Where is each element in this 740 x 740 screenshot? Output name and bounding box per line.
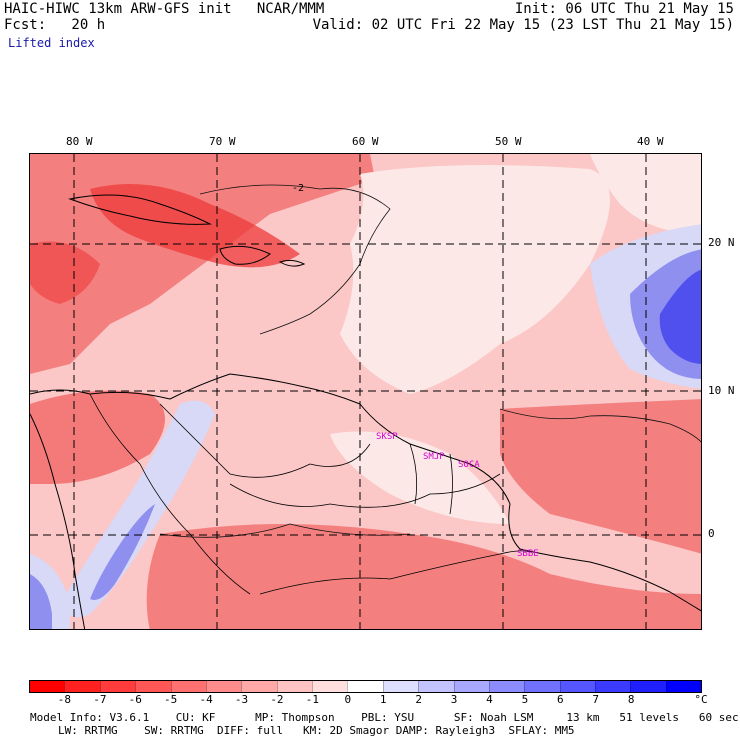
colorbar-tick-label: 2 bbox=[415, 693, 422, 706]
colorbar-cell bbox=[347, 681, 383, 692]
colorbar-cell bbox=[665, 681, 702, 692]
coastline-pacific bbox=[30, 413, 86, 629]
colorbar-cell bbox=[595, 681, 631, 692]
colorbar-cell bbox=[30, 681, 65, 692]
field-weak-pos-amazon bbox=[330, 431, 510, 524]
colorbar-cell bbox=[99, 681, 136, 692]
model-title: HAIC-HIWC 13km ARW-GFS init NCAR/MMM bbox=[4, 1, 325, 17]
colorbar-tick-label: -3 bbox=[234, 693, 249, 706]
colorbar-unit: °C bbox=[694, 693, 708, 706]
lon-label-60w: 60 W bbox=[352, 135, 379, 148]
lat-label-0: 0 bbox=[708, 527, 715, 540]
colorbar-cell bbox=[135, 681, 171, 692]
colorbar-tick-label: 0 bbox=[344, 693, 352, 706]
river-amazon bbox=[259, 550, 531, 595]
colorbar-tick-label: -6 bbox=[128, 693, 142, 706]
field-neg-atlantic-tropics bbox=[500, 399, 701, 554]
station-label-sksp: SKSP bbox=[376, 432, 398, 442]
colorbar-cell bbox=[524, 681, 560, 692]
forecast-hour: Fcst: 20 h bbox=[4, 17, 106, 33]
colorbar-cell bbox=[276, 681, 312, 692]
coastline bbox=[30, 373, 701, 612]
contour-minus2-north bbox=[199, 184, 391, 335]
colorbar-tick-label: 4 bbox=[486, 693, 493, 706]
station-label-sbbe: SBBE bbox=[517, 549, 539, 559]
colorbar-cell bbox=[630, 681, 666, 692]
border-brazil bbox=[229, 473, 501, 508]
field-strong-pos-east bbox=[659, 269, 701, 364]
colorbar bbox=[29, 680, 702, 693]
init-time: Init: 06 UTC Thu 21 May 15 bbox=[514, 1, 734, 17]
island-hispaniola bbox=[219, 245, 271, 265]
border-guianas bbox=[409, 443, 453, 515]
lon-label-70w: 70 W bbox=[209, 135, 236, 148]
contour-label-minus2: -2 bbox=[292, 183, 304, 194]
model-info-line2: LW: RRTMG SW: RRTMG DIFF: full KM: 2D Sm… bbox=[58, 724, 575, 737]
colorbar-cell bbox=[205, 681, 242, 692]
colorbar-tick-label: -8 bbox=[57, 693, 72, 706]
map-panel: -2 SKSP SMJP SOCA SBBE bbox=[29, 153, 702, 630]
field-neg-south-america bbox=[146, 524, 701, 629]
colorbar-tick-label: 1 bbox=[379, 693, 387, 706]
lon-label-80w: 80 W bbox=[66, 135, 93, 148]
valid-time: Valid: 02 UTC Fri 22 May 15 (23 LST Thu … bbox=[312, 17, 734, 33]
field-weak-pos-andes bbox=[60, 400, 215, 618]
colorbar-cell bbox=[64, 681, 100, 692]
colorbar-cell bbox=[559, 681, 595, 692]
lon-label-40w: 40 W bbox=[637, 135, 664, 148]
colorbar-cell bbox=[488, 681, 525, 692]
lifted-index-map: -2 bbox=[30, 154, 701, 629]
model-info-line1: Model Info: V3.6.1 CU: KF MP: Thompson P… bbox=[30, 711, 739, 724]
colorbar-tick-label: 8 bbox=[627, 693, 635, 706]
lon-label-50w: 50 W bbox=[495, 135, 522, 148]
colorbar-tick-label: -1 bbox=[305, 693, 319, 706]
colorbar-tick-label: -4 bbox=[199, 693, 213, 706]
colorbar-tick-label: 3 bbox=[450, 693, 458, 706]
island-puerto-rico bbox=[278, 259, 306, 267]
colorbar-tick-label: -5 bbox=[164, 693, 178, 706]
colorbar-cell bbox=[382, 681, 419, 692]
colorbar-tick-label: 6 bbox=[557, 693, 564, 706]
field-strong-neg-west bbox=[30, 241, 100, 304]
station-label-smjp: SMJP bbox=[423, 452, 445, 462]
border-colombia bbox=[89, 393, 251, 595]
lat-label-10n: 10 N bbox=[708, 384, 735, 397]
colorbar-tick-label: -7 bbox=[93, 693, 107, 706]
colorbar-cell bbox=[418, 681, 454, 692]
field-mid-pos-pacific bbox=[30, 574, 52, 629]
colorbar-cell bbox=[170, 681, 206, 692]
field-mid-pos-andes bbox=[90, 504, 155, 600]
field-strong-neg-antilles bbox=[90, 184, 300, 268]
station-label-soca: SOCA bbox=[458, 460, 480, 470]
colorbar-cell bbox=[312, 681, 348, 692]
lat-label-20n: 20 N bbox=[708, 236, 735, 249]
colorbar-cell bbox=[453, 681, 489, 692]
colorbar-tick-label: 5 bbox=[521, 693, 529, 706]
colorbar-cell bbox=[241, 681, 277, 692]
field-neutral-central-atlantic bbox=[340, 165, 610, 394]
contour-neutral-east bbox=[499, 408, 701, 443]
field-name: Lifted index bbox=[8, 36, 95, 50]
field-strong-neg-colombia bbox=[30, 390, 165, 484]
colorbar-tick-label: 7 bbox=[592, 693, 600, 706]
border-venezuela bbox=[159, 403, 371, 478]
island-cuba bbox=[68, 194, 212, 225]
colorbar-tick-label: -2 bbox=[270, 693, 284, 706]
